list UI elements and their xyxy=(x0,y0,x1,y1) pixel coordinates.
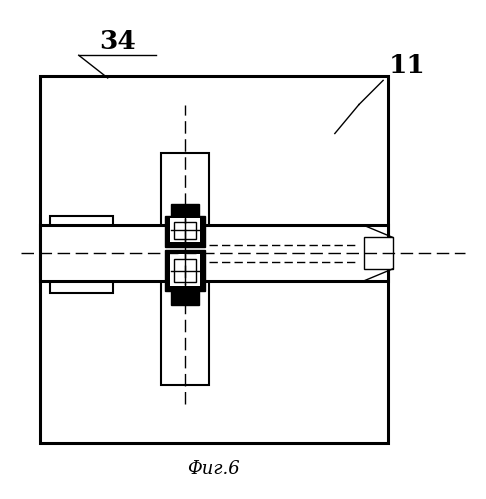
Bar xyxy=(174,259,196,282)
Bar xyxy=(174,222,196,239)
Bar xyxy=(170,254,201,286)
Text: 34: 34 xyxy=(99,29,136,54)
Bar xyxy=(165,216,205,247)
Bar xyxy=(40,226,388,281)
Bar xyxy=(161,153,209,385)
Bar xyxy=(172,290,199,305)
Bar xyxy=(50,216,113,293)
Bar xyxy=(165,250,205,290)
Bar xyxy=(364,238,393,269)
Bar xyxy=(170,218,201,242)
Bar xyxy=(172,204,199,218)
Text: 11: 11 xyxy=(389,53,426,78)
Text: Φиг.6: Φиг.6 xyxy=(188,461,241,479)
Bar xyxy=(40,75,388,443)
